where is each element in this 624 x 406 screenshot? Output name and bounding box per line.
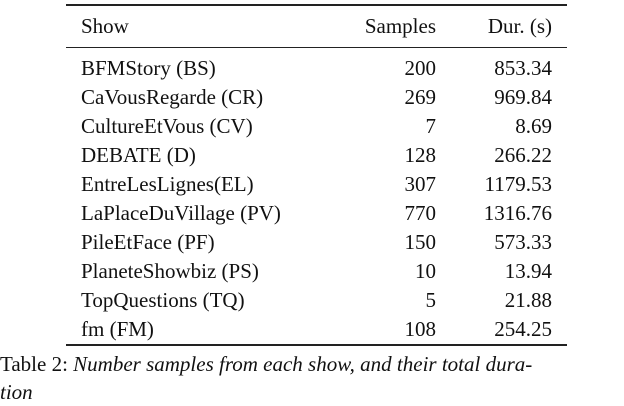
table-bottom-rule	[66, 344, 567, 346]
cell-show: BFMStory (BS)	[81, 56, 216, 80]
cell-show: EntreLesLignes(EL)	[81, 172, 254, 196]
table-header-row: Show Samples Dur. (s)	[66, 12, 567, 40]
cell-duration: 853.34	[494, 56, 552, 80]
cell-duration: 266.22	[494, 143, 552, 167]
table-row: CultureEtVous (CV) 7 8.69	[66, 112, 567, 140]
table-row: PlaneteShowbiz (PS) 10 13.94	[66, 257, 567, 285]
cell-samples: 7	[425, 114, 437, 138]
table-row: PileEtFace (PF) 150 573.33	[66, 228, 567, 256]
caption-text: Number samples from each show, and their…	[73, 352, 533, 376]
cell-show: CaVousRegarde (CR)	[81, 85, 264, 109]
cell-show: DEBATE (D)	[81, 143, 196, 167]
caption-label: Table 2:	[0, 352, 74, 376]
header-samples: Samples	[364, 14, 436, 38]
header-show: Show	[81, 14, 129, 38]
table-row: EntreLesLignes(EL) 307 1179.53	[66, 170, 567, 198]
cell-duration: 21.88	[504, 288, 552, 312]
cell-duration: 13.94	[504, 259, 552, 283]
cell-show: CultureEtVous (CV)	[81, 114, 253, 138]
cell-samples: 269	[404, 85, 437, 109]
cell-duration: 969.84	[494, 85, 552, 109]
cell-duration: 573.33	[494, 230, 552, 254]
cell-duration: 1316.76	[483, 201, 552, 225]
table-row: fm (FM) 108 254.25	[66, 315, 567, 343]
cell-samples: 200	[404, 56, 437, 80]
cell-duration: 254.25	[494, 317, 552, 341]
table-row: DEBATE (D) 128 266.22	[66, 141, 567, 169]
table-row: LaPlaceDuVillage (PV) 770 1316.76	[66, 199, 567, 227]
cell-show: PileEtFace (PF)	[81, 230, 215, 254]
cell-show: fm (FM)	[81, 317, 154, 341]
caption-text-continued: tion	[0, 380, 33, 404]
table-row: BFMStory (BS) 200 853.34	[66, 54, 567, 82]
table-row: CaVousRegarde (CR) 269 969.84	[66, 83, 567, 111]
cell-show: LaPlaceDuVillage (PV)	[81, 201, 281, 225]
header-duration: Dur. (s)	[487, 14, 552, 38]
cell-samples: 128	[404, 143, 437, 167]
cell-samples: 5	[425, 288, 437, 312]
cell-samples: 150	[404, 230, 437, 254]
cell-show: TopQuestions (TQ)	[81, 288, 245, 312]
cell-show: PlaneteShowbiz (PS)	[81, 259, 259, 283]
cell-duration: 1179.53	[484, 172, 552, 196]
cell-samples: 108	[404, 317, 437, 341]
cell-samples: 770	[404, 201, 437, 225]
table-header-rule	[66, 47, 567, 48]
cell-samples: 10	[415, 259, 436, 283]
table-row: TopQuestions (TQ) 5 21.88	[66, 286, 567, 314]
cell-duration: 8.69	[515, 114, 552, 138]
table-caption: Table 2: Number samples from each show, …	[0, 350, 624, 378]
cell-samples: 307	[404, 172, 437, 196]
table-top-rule	[66, 4, 567, 6]
